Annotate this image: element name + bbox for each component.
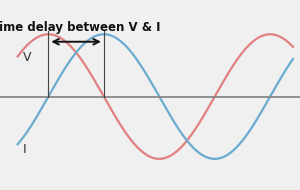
Text: Time delay between V & I: Time delay between V & I — [0, 21, 161, 34]
Text: I: I — [23, 143, 27, 156]
Text: V: V — [23, 51, 32, 64]
